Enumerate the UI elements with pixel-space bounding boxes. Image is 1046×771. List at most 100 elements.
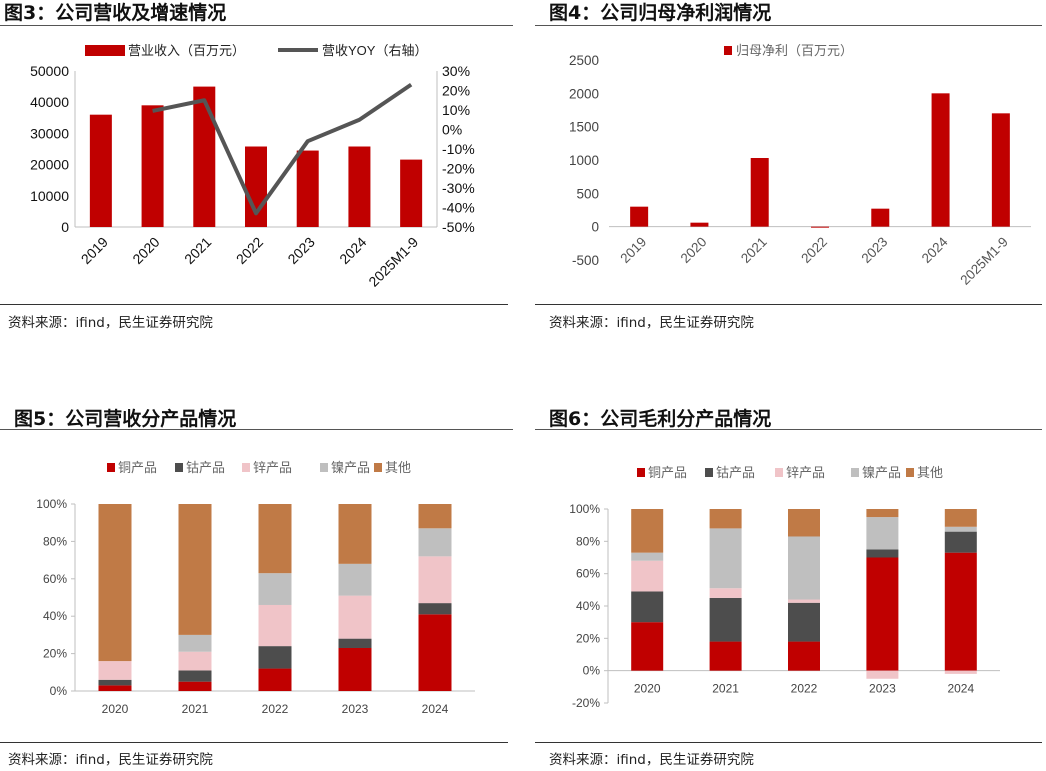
chart-panel-gross-profit-by-product: 图6：公司毛利分产品情况 铜产品 钴产品 锌产品 镍产品 其他 -20% 0% 20% 40% 6…: [535, 400, 1046, 771]
source-divider: [0, 742, 508, 743]
bar-revenue: [193, 86, 216, 227]
bar-segment: [338, 638, 372, 648]
bar-segment: [709, 528, 742, 589]
panel-title: 图3：公司营收及增速情况: [4, 2, 227, 24]
y-tick-label: 1000: [569, 153, 599, 168]
bar-segment: [944, 526, 977, 532]
bar-segment: [944, 531, 977, 553]
bar-segment: [178, 670, 212, 682]
bar-segment: [866, 509, 899, 518]
legend-label: 铜产品: [648, 465, 687, 480]
bar-segment: [631, 591, 664, 623]
x-tick-label: 2020: [102, 702, 129, 716]
bar-segment: [258, 668, 292, 691]
bar-segment: [98, 661, 132, 680]
bar-revenue: [348, 146, 371, 227]
x-tick-label: 2022: [262, 702, 289, 716]
y-tick-label-right: -40%: [442, 200, 475, 216]
y-tick-label: 60%: [576, 567, 600, 581]
x-tick-label: 2021: [712, 682, 739, 696]
bar-segment: [709, 597, 742, 642]
line-yoy: [152, 82, 413, 216]
legend-swatch: [851, 468, 859, 477]
y-tick-label-left: 40000: [30, 94, 69, 110]
bar-segment: [709, 588, 742, 598]
bar-segment: [631, 552, 664, 561]
legend-swatch: [175, 463, 183, 472]
x-tick-label: 2020: [129, 234, 162, 267]
bar-segment: [338, 647, 372, 691]
bar-segment: [866, 517, 899, 550]
y-tick-label-right: -10%: [442, 141, 475, 157]
x-tick-label: 2021: [181, 234, 214, 267]
source-note: 资料来源：ifind，民生证券研究院: [549, 315, 754, 331]
bar-segment: [418, 603, 452, 615]
x-tick-label: 2020: [634, 682, 661, 696]
revenue-by-product-chart: 铜产品 钴产品 锌产品 镍产品 其他 0% 20% 40% 60% 80% 100% 2020 2021…: [36, 460, 475, 716]
bar-segment: [418, 504, 452, 529]
y-tick-label: -500: [572, 253, 599, 268]
bar-net-profit: [811, 226, 829, 228]
legend-swatch-revenue: [85, 45, 125, 56]
bar-segment: [866, 549, 899, 558]
bar-segment: [178, 651, 212, 671]
x-tick-label: 2023: [869, 682, 896, 696]
y-tick-label: 80%: [43, 534, 67, 548]
y-tick-label: 20%: [576, 631, 600, 645]
y-tick-label-right: -30%: [442, 180, 475, 196]
bar-segment: [98, 679, 132, 686]
y-tick-label: 0%: [583, 664, 601, 678]
bar-segment: [631, 509, 664, 553]
x-tick-label: 2024: [422, 702, 449, 716]
title-divider: [535, 429, 1042, 430]
legend-swatch: [637, 468, 645, 477]
x-tick-label: 2024: [947, 682, 974, 696]
bar-revenue: [89, 114, 112, 227]
y-tick-label: 40%: [576, 599, 600, 613]
x-tick-label: 2021: [738, 234, 770, 266]
y-tick-label-right: -20%: [442, 161, 475, 177]
bar-segment: [788, 536, 820, 600]
legend-swatch: [374, 463, 382, 472]
legend-swatch: [906, 468, 914, 477]
legend-swatch: [705, 468, 713, 477]
y-tick-label: 500: [576, 186, 599, 201]
x-tick-label: 2022: [791, 682, 818, 696]
bar-segment: [866, 670, 899, 679]
x-tick-label: 2025M1-9: [365, 234, 421, 290]
bar-revenue: [141, 105, 164, 227]
source-note: 资料来源：ifind，民生证券研究院: [549, 752, 754, 768]
source-note: 资料来源：ifind，民生证券研究院: [8, 315, 213, 331]
y-tick-label: 0: [591, 220, 599, 235]
title-divider: [535, 25, 1042, 26]
y-tick-label-left: 0: [61, 219, 69, 235]
x-tick-label: 2021: [182, 702, 209, 716]
legend-swatch: [775, 468, 783, 477]
bar-segment: [418, 556, 452, 604]
y-tick-label: 80%: [576, 534, 600, 548]
bar-segment: [258, 604, 292, 647]
y-tick-label-left: 10000: [30, 188, 69, 204]
bar-segment: [258, 646, 292, 669]
y-tick-label-left: 20000: [30, 157, 69, 173]
y-tick-label: 1500: [569, 120, 599, 135]
legend-label: 镍产品: [331, 460, 370, 475]
bar-segment: [418, 528, 452, 557]
bar-segment: [418, 614, 452, 691]
panel-title: 图6：公司毛利分产品情况: [549, 408, 772, 430]
x-tick-label: 2022: [798, 234, 830, 266]
x-tick-label: 2024: [336, 234, 369, 267]
y-tick-label: 0%: [50, 684, 68, 698]
bar-segment: [338, 504, 372, 564]
bar-segment: [338, 595, 372, 639]
x-tick-label: 2023: [859, 234, 891, 266]
y-tick-label: 20%: [43, 647, 67, 661]
bar-segment: [631, 622, 664, 671]
legend-label: 钴产品: [186, 460, 225, 475]
source-divider: [0, 304, 508, 305]
bar-segment: [944, 670, 977, 674]
legend-label: 其他: [385, 460, 411, 475]
legend-label: 锌产品: [253, 460, 292, 475]
revenue-chart: 营业收入（百万元） 营收YOY（右轴） 0 10000 20000 30000 40000 5…: [30, 43, 475, 290]
legend-swatch-net-profit: [724, 46, 732, 55]
